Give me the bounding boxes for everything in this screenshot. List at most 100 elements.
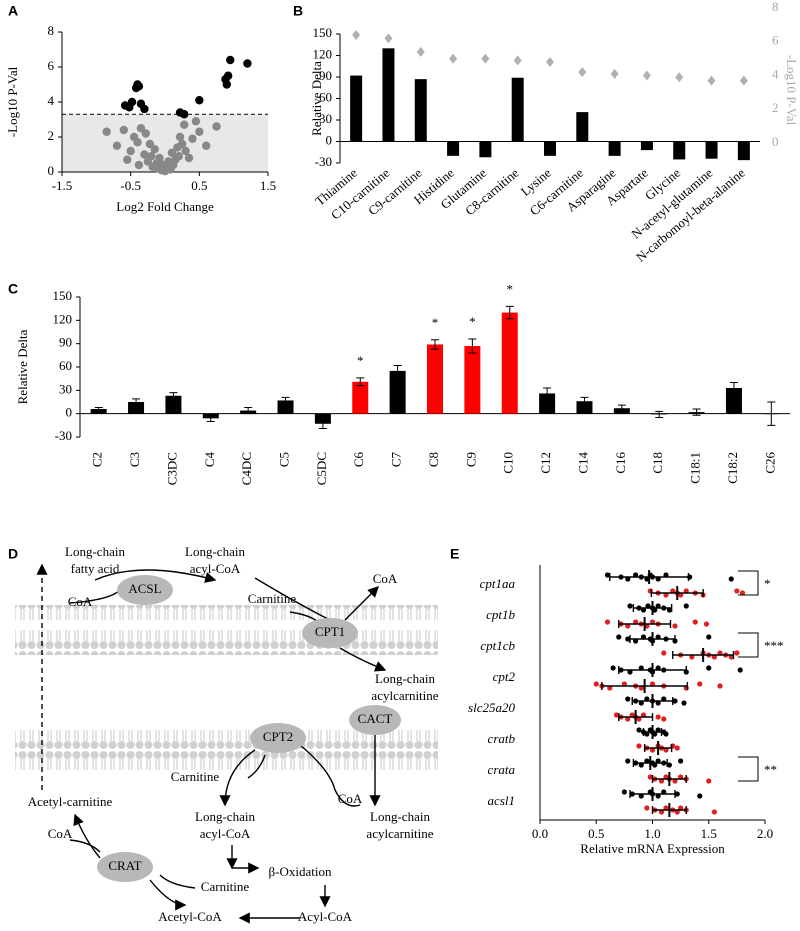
error-bar	[580, 396, 589, 406]
point	[140, 150, 149, 159]
x-axis-title: Log2 Fold Change	[116, 199, 214, 214]
diamond-marker	[513, 55, 522, 66]
significance-label: *	[357, 353, 364, 368]
error-bar	[767, 401, 776, 426]
diagram-label: acyl-CoA	[190, 561, 241, 576]
significance-label: *	[469, 314, 476, 329]
membrane	[15, 605, 438, 655]
x-tick-label: 1.0	[644, 826, 660, 841]
dot	[674, 745, 680, 751]
diagram-label: acylcarnitine	[366, 826, 433, 841]
error-bar	[244, 406, 253, 415]
point	[174, 152, 183, 161]
point	[140, 104, 149, 114]
x-tick-label: C18	[650, 452, 665, 474]
bar	[128, 402, 145, 414]
bar	[725, 388, 742, 414]
dot	[674, 791, 680, 797]
panel-label: C	[8, 281, 18, 297]
diamond-marker	[384, 33, 393, 44]
bar	[165, 395, 182, 414]
diamond-marker	[610, 68, 619, 79]
dot	[613, 712, 620, 718]
x-tick-label: C5DC	[314, 452, 329, 485]
category-label: cratb	[488, 731, 516, 746]
diagram-label: CoA	[48, 826, 73, 841]
diagram-label: CACT	[358, 711, 393, 726]
y2-tick-label: 8	[772, 0, 779, 14]
diagram-label: Long-chain	[195, 809, 255, 824]
point	[147, 152, 156, 161]
y-tick-label: 120	[53, 311, 73, 326]
y-tick-label: 60	[59, 358, 72, 373]
dot	[661, 650, 667, 656]
error-bar	[132, 398, 141, 406]
dot	[683, 603, 689, 609]
point	[188, 134, 197, 143]
diagram-label: Acetyl-CoA	[158, 909, 222, 924]
dot	[604, 572, 611, 578]
dot	[636, 727, 642, 733]
point	[155, 153, 164, 163]
point	[180, 120, 189, 129]
pathway-diagram	[15, 563, 438, 918]
dot	[663, 731, 669, 737]
point	[167, 148, 177, 157]
y-tick-label: -30	[315, 154, 332, 169]
dot	[697, 681, 703, 687]
y2-tick-label: 6	[772, 33, 779, 48]
point	[222, 80, 231, 89]
error-bar	[356, 377, 365, 387]
bar	[640, 141, 653, 151]
dot	[672, 623, 678, 629]
error-bar	[206, 414, 215, 422]
diagram-label: CPT1	[315, 624, 345, 639]
y-tick-label: 150	[313, 25, 333, 40]
diagram-label: Carnitine	[201, 879, 250, 894]
bar	[414, 79, 427, 142]
dot	[681, 700, 687, 706]
point	[175, 132, 185, 142]
y2-tick-label: 2	[772, 100, 779, 115]
error-bar	[281, 396, 290, 405]
y-tick-label: 90	[59, 335, 72, 350]
dot	[644, 805, 650, 811]
error-bar	[468, 338, 477, 354]
dot	[697, 793, 703, 799]
x-tick-label: C12	[538, 452, 553, 474]
point	[141, 129, 150, 138]
diagram-label: CPT2	[263, 729, 293, 744]
x-tick-label: C4	[202, 452, 217, 468]
x-tick-label: -1.5	[52, 178, 73, 193]
dot	[678, 758, 684, 764]
point	[177, 139, 187, 149]
point	[180, 110, 189, 119]
x-tick-label: C18:2	[725, 452, 740, 484]
point	[191, 117, 201, 126]
x-tick-label: C7	[389, 452, 404, 468]
dot	[593, 681, 599, 687]
y-axis-title: -Log10 P-Val	[5, 66, 20, 137]
panel-label: A	[8, 3, 18, 19]
x-tick-label: 1.5	[260, 178, 276, 193]
y-tick-label: 8	[48, 23, 55, 38]
bar	[576, 401, 593, 414]
point	[195, 127, 204, 136]
error-bar	[543, 387, 552, 400]
y-tick-label: -30	[55, 428, 72, 443]
bar	[501, 312, 518, 414]
x-tick-label: C9	[463, 452, 478, 467]
dot	[717, 683, 723, 689]
diagram-label: fatty acid	[71, 561, 120, 576]
y-tick-label: 0	[66, 405, 73, 420]
category-label: cpt1cb	[480, 638, 515, 653]
y-tick-label: 0	[48, 163, 55, 178]
diagram-label: Carnitine	[248, 591, 297, 606]
error-bar	[94, 406, 103, 412]
point	[223, 71, 233, 80]
y-tick-label: 30	[59, 381, 72, 396]
arrow	[159, 874, 196, 889]
bar	[447, 141, 460, 156]
point	[226, 55, 235, 65]
